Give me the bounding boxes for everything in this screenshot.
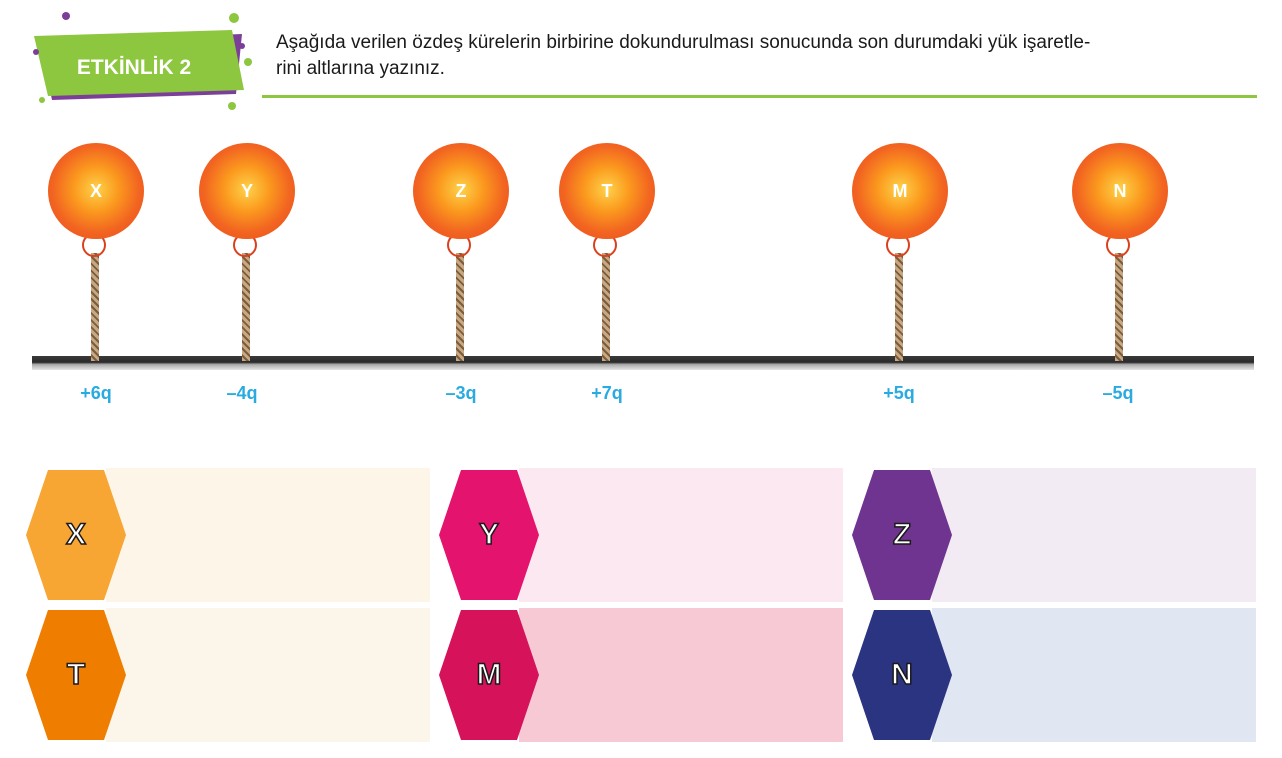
answer-box-x[interactable]: X [26,468,430,602]
answer-label: Z [892,517,912,552]
charge-label: +6q [80,383,112,403]
sphere-x: X [48,143,144,373]
answer-box-t[interactable]: T [26,608,430,742]
answer-label: X [65,517,87,552]
sphere-label: X [48,143,144,239]
sphere-label: M [852,143,948,239]
badge-splash-dot [229,13,239,23]
sphere-label: N [1072,143,1168,239]
hexagon-shape [439,610,539,740]
badge-splash-dot [62,12,70,20]
sphere-y: Y [199,143,295,373]
rope [456,253,464,361]
badge-splash-dot [39,97,45,103]
answer-area[interactable] [519,608,843,742]
badge-splash-dot [244,58,252,66]
badge-text: ETKİNLİK 2 [77,56,191,79]
hexagon-shape [26,470,126,600]
sphere-label: Z [413,143,509,239]
floor-base [32,356,1254,370]
badge-splash-dot [228,102,236,110]
sphere-label: Y [199,143,295,239]
sphere-label: T [559,143,655,239]
badge-green-shape [34,30,244,96]
answer-area[interactable] [106,468,430,602]
answer-area[interactable] [932,468,1256,602]
answer-label: M [476,657,503,692]
spheres-scene: X +6q Y –4q Z –3q T +7q M +5q N –5q [0,130,1282,420]
hexagon-shape [852,610,952,740]
badge-splash-dot [33,49,39,55]
instruction-text: Aşağıda verilen özdeş kürelerin birbirin… [276,32,1091,79]
sphere-m: M [852,143,948,373]
charge-label: –5q [1102,383,1134,403]
answer-box-y[interactable]: Y [439,468,843,602]
answer-area[interactable] [932,608,1256,742]
badge-splash-dot [239,43,245,49]
sphere-n: N [1072,143,1168,373]
rope [602,253,610,361]
charge-label: –3q [445,383,477,403]
answer-box-n[interactable]: N [852,608,1256,742]
answer-label: Y [478,517,500,552]
answer-area[interactable] [519,468,843,602]
answer-box-m[interactable]: M [439,608,843,742]
charge-label: –4q [226,383,258,403]
sphere-t: T [559,143,655,373]
hexagon-shape [26,610,126,740]
hexagon-shape [852,470,952,600]
rope [895,253,903,361]
rope [242,253,250,361]
sphere-z: Z [413,143,509,373]
answer-label: N [890,657,913,692]
header-divider [262,95,1257,98]
hexagon-shape [439,470,539,600]
charge-label: +5q [883,383,915,403]
charge-label: +7q [591,383,623,403]
rope [91,253,99,361]
rope [1115,253,1123,361]
answer-area[interactable] [106,608,430,742]
activity-badge: ETKİNLİK 2 [33,12,252,110]
answer-box-z[interactable]: Z [852,468,1256,602]
answer-label: T [66,657,86,692]
